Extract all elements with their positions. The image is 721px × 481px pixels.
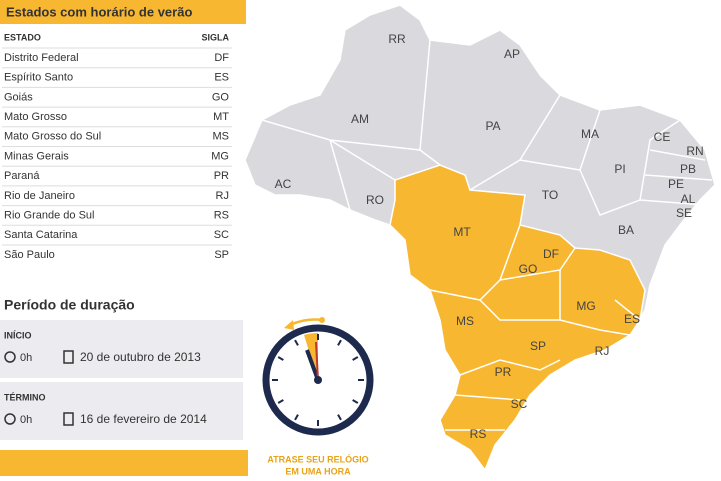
period: INÍCIO 0h 20 de outubro de 2013 TÉRMINO 0h 16… <box>0 320 243 440</box>
state-label: BA <box>618 223 634 237</box>
period-title: Período de duração <box>4 297 135 313</box>
state-code: MG <box>211 150 229 162</box>
state-name: Minas Gerais <box>4 150 69 162</box>
state-label: DF <box>543 247 559 261</box>
period-box <box>0 382 243 440</box>
period-label: TÉRMINO <box>4 392 46 402</box>
calendar-icon <box>63 350 74 364</box>
calendar-icon <box>63 412 74 426</box>
state-label: AM <box>351 112 369 126</box>
title: Estados com horário de verão <box>6 4 192 19</box>
state-label: AP <box>504 47 520 61</box>
state-label: RR <box>388 32 406 46</box>
column-header: ESTADO <box>4 32 41 42</box>
state-label: PB <box>680 162 696 176</box>
state-code: DF <box>214 52 229 64</box>
state-name: Goiás <box>4 91 33 103</box>
column-header: SIGLA <box>201 32 229 42</box>
state-label: MT <box>453 225 471 239</box>
state-label: PE <box>668 177 684 191</box>
clock <box>262 317 374 436</box>
clock-tick <box>294 414 299 421</box>
state-code: ES <box>214 72 229 84</box>
state-code: RS <box>214 210 229 222</box>
period-box <box>0 320 243 378</box>
table: Distrito Federal DF Espírito Santo ES Goiás G… <box>2 47 232 261</box>
state-code: SP <box>214 249 229 261</box>
state-code: MT <box>213 111 229 123</box>
clock-tick <box>277 399 284 404</box>
period-time: 0h <box>20 352 32 364</box>
state-name: Rio Grande do Sul <box>4 210 95 222</box>
clock-tick <box>294 339 299 346</box>
state-label: AL <box>681 192 696 206</box>
state-code: SC <box>214 229 229 241</box>
state-name: Santa Catarina <box>4 229 78 241</box>
state-label: SC <box>511 397 528 411</box>
clock-tick <box>352 399 359 404</box>
state-label: MA <box>581 127 599 141</box>
state-label: RO <box>366 193 384 207</box>
clock-icon <box>4 351 16 363</box>
dst-region <box>389 164 646 472</box>
state-label: PA <box>485 119 500 133</box>
state-name: Rio de Janeiro <box>4 190 75 202</box>
map <box>244 4 716 472</box>
clock-tick <box>337 339 342 346</box>
state-label: RN <box>686 144 703 158</box>
caption: ATRASE SEU RELÓGIO <box>267 453 368 464</box>
state-label: TO <box>542 188 558 202</box>
clock-tick <box>352 356 359 361</box>
caption: EM UMA HORA <box>285 466 351 476</box>
state-label: RJ <box>595 344 610 358</box>
state-name: Paraná <box>4 170 40 182</box>
period-date: 20 de outubro de 2013 <box>80 350 201 364</box>
state-label: ES <box>624 312 640 326</box>
state-code: PR <box>214 170 229 182</box>
state-name: São Paulo <box>4 249 55 261</box>
state-code: MS <box>213 131 230 143</box>
state-label: SP <box>530 339 546 353</box>
period-time: 0h <box>20 414 32 426</box>
state-label: PR <box>495 365 512 379</box>
clock-tick <box>277 356 284 361</box>
state-label: MG <box>576 299 595 313</box>
state-name: Espírito Santo <box>4 72 73 84</box>
state-name: Mato Grosso do Sul <box>4 131 101 143</box>
state-code: GO <box>212 91 230 103</box>
state-label: AC <box>275 177 292 191</box>
state-label: PI <box>614 162 625 176</box>
clock-tick <box>337 414 342 421</box>
state-label: RS <box>470 427 487 441</box>
period-date: 16 de fevereiro de 2014 <box>80 412 207 426</box>
period-label: INÍCIO <box>4 330 32 340</box>
state-label: CE <box>654 130 671 144</box>
footer-bar <box>0 450 248 476</box>
state-code: RJ <box>216 190 229 202</box>
state-label: SE <box>676 206 692 220</box>
state-label: GO <box>519 262 538 276</box>
state-label: MS <box>456 314 474 328</box>
title-bar <box>0 0 246 24</box>
state-name: Mato Grosso <box>4 111 67 123</box>
state-borders <box>261 39 713 431</box>
clock-icon <box>4 413 16 425</box>
state-name: Distrito Federal <box>4 52 79 64</box>
